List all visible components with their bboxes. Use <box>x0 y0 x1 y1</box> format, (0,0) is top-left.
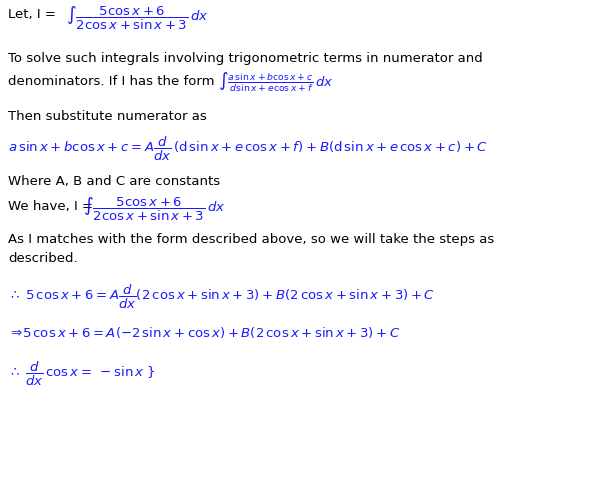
Text: As I matches with the form described above, so we will take the steps as: As I matches with the form described abo… <box>8 233 494 246</box>
Text: $a\,\mathrm{sin}\,x + b\mathrm{cos}\,x + c = A\dfrac{d}{dx}\,(\mathrm{d\,sin}\,x: $a\,\mathrm{sin}\,x + b\mathrm{cos}\,x +… <box>8 135 488 163</box>
Text: $\therefore\;5\,\mathrm{cos}\,x + 6 = A\dfrac{d}{dx}(2\,\mathrm{cos}\,x + \mathr: $\therefore\;5\,\mathrm{cos}\,x + 6 = A\… <box>8 283 435 311</box>
Text: To solve such integrals involving trigonometric terms in numerator and: To solve such integrals involving trigon… <box>8 52 483 65</box>
Text: $\int \dfrac{5\mathrm{cos}\,x+6}{2\mathrm{cos}\,x+\mathrm{sin}\,x+3}\,dx$: $\int \dfrac{5\mathrm{cos}\,x+6}{2\mathr… <box>83 196 225 223</box>
Text: Then substitute numerator as: Then substitute numerator as <box>8 110 207 123</box>
Text: $\Rightarrow\!5\,\mathrm{cos}\,x + 6 = A(-2\,\mathrm{sin}\,x + \mathrm{cos}\,x) : $\Rightarrow\!5\,\mathrm{cos}\,x + 6 = A… <box>8 325 400 340</box>
Text: We have, I =: We have, I = <box>8 200 97 213</box>
Text: $\int \dfrac{5\mathrm{cos}\,x+6}{2\mathrm{cos}\,x+\mathrm{sin}\,x+3}\,dx$: $\int \dfrac{5\mathrm{cos}\,x+6}{2\mathr… <box>66 5 208 32</box>
Text: denominators. If I has the form: denominators. If I has the form <box>8 75 219 88</box>
Text: $\int \frac{a\,\mathrm{sin}\,x+b\mathrm{cos}\,x+c}{d\mathrm{sin}\,x+e\mathrm{cos: $\int \frac{a\,\mathrm{sin}\,x+b\mathrm{… <box>218 71 334 94</box>
Text: $\therefore\;\dfrac{d}{dx}\,\mathrm{cos}\,x =\;-\mathrm{sin}\,x\;\}$: $\therefore\;\dfrac{d}{dx}\,\mathrm{cos}… <box>8 360 155 388</box>
Text: Let, I =: Let, I = <box>8 8 60 21</box>
Text: described.: described. <box>8 252 78 265</box>
Text: Where A, B and C are constants: Where A, B and C are constants <box>8 175 220 188</box>
